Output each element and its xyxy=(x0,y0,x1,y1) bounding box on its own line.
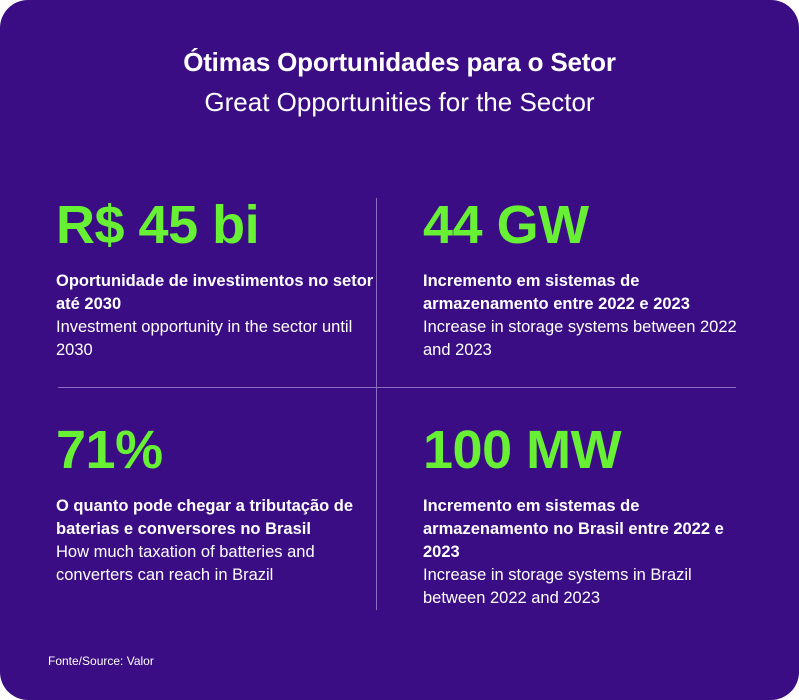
stat-description-en: How much taxation of batteries and conve… xyxy=(56,543,315,584)
stat-description-pt: Incremento em sistemas de armazenamento … xyxy=(423,497,724,561)
stat-description-en: Investment opportunity in the sector unt… xyxy=(56,318,353,359)
stat-description-pt: O quanto pode chegar a tributação de bat… xyxy=(56,497,354,538)
stat-taxation: 71% O quanto pode chegar a tributação de… xyxy=(56,422,376,587)
vertical-divider xyxy=(376,198,377,610)
title-english: Great Opportunities for the Sector xyxy=(204,87,595,117)
horizontal-divider xyxy=(58,387,736,388)
stat-value: R$ 45 bi xyxy=(56,195,260,255)
stat-description-en: Increase in storage systems between 2022… xyxy=(423,318,737,359)
title-portuguese: Ótimas Oportunidades para o Setor xyxy=(183,47,616,77)
stat-investment: R$ 45 bi Oportunidade de investimentos n… xyxy=(56,197,376,362)
stat-value: 71% xyxy=(56,420,163,480)
stat-description-pt: Incremento em sistemas de armazenamento … xyxy=(423,272,690,313)
stat-description-en: Increase in storage systems in Brazil be… xyxy=(423,566,692,607)
stat-value: 44 GW xyxy=(423,195,589,255)
stat-description-pt: Oportunidade de investimentos no setor a… xyxy=(56,272,374,313)
stat-storage-increase: 44 GW Incremento em sistemas de armazena… xyxy=(423,197,743,362)
stat-brazil-storage: 100 MW Incremento em sistemas de armazen… xyxy=(423,422,743,610)
stat-value: 100 MW xyxy=(423,420,622,480)
source-note: Fonte/Source: Valor xyxy=(48,654,154,668)
